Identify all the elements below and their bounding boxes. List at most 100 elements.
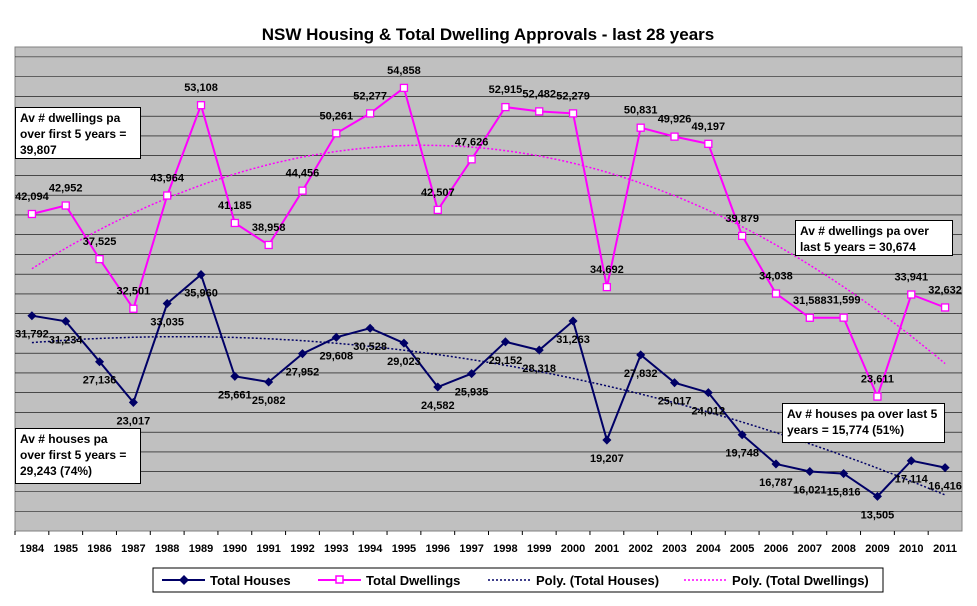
x-tick-label: 1987 bbox=[121, 543, 145, 555]
data-point bbox=[95, 254, 104, 264]
x-tick-label: 1990 bbox=[223, 543, 247, 555]
data-label: 23,017 bbox=[117, 415, 151, 427]
x-tick-label: 1999 bbox=[527, 543, 551, 555]
data-label: 42,952 bbox=[49, 183, 83, 195]
data-label: 31,792 bbox=[15, 329, 49, 341]
data-label: 31,234 bbox=[49, 334, 84, 346]
data-label: 31,263 bbox=[556, 334, 590, 346]
data-point bbox=[332, 129, 341, 138]
data-label: 15,816 bbox=[827, 487, 861, 499]
data-label: 50,831 bbox=[624, 105, 658, 117]
data-label: 27,832 bbox=[624, 368, 658, 380]
x-tick-label: 2011 bbox=[933, 543, 957, 555]
annotation-dwellings-first5: Av # dwellings pa over first 5 years = 3… bbox=[15, 107, 141, 159]
series-line bbox=[31, 272, 946, 498]
data-label: 27,952 bbox=[286, 367, 320, 379]
data-point bbox=[873, 392, 882, 401]
data-label: 52,279 bbox=[556, 90, 590, 102]
data-label: 17,114 bbox=[895, 474, 929, 486]
data-point bbox=[298, 186, 307, 195]
data-label: 25,017 bbox=[658, 396, 692, 408]
data-label: 49,926 bbox=[658, 114, 692, 126]
x-tick-label: 1991 bbox=[256, 543, 280, 555]
annotation-houses-first5: Av # houses pa over first 5 years = 29,2… bbox=[15, 428, 141, 484]
data-label: 32,501 bbox=[117, 286, 151, 298]
legend: Total Houses Total Dwellings Poly. (Tota… bbox=[152, 567, 884, 593]
data-point bbox=[534, 345, 544, 355]
x-tick-label: 2001 bbox=[595, 543, 619, 555]
legend-label-poly-houses: Poly. (Total Houses) bbox=[536, 573, 659, 588]
data-label: 39,879 bbox=[725, 213, 759, 225]
data-label: 43,964 bbox=[150, 173, 185, 185]
data-label: 25,661 bbox=[218, 389, 252, 401]
x-tick-label: 2006 bbox=[764, 543, 788, 555]
x-axis: 1984 1985 1986 1987 1988 1989 1990 1991 1992 1993… bbox=[14, 531, 957, 555]
data-label: 23,611 bbox=[861, 374, 894, 386]
x-tick-label: 2007 bbox=[798, 543, 822, 555]
data-label: 16,021 bbox=[793, 485, 827, 497]
data-label: 29,608 bbox=[319, 350, 353, 362]
series bbox=[27, 83, 950, 501]
x-tick-label: 2008 bbox=[831, 543, 855, 555]
data-point bbox=[365, 109, 375, 118]
data-label: 32,632 bbox=[928, 284, 962, 296]
data-point bbox=[128, 397, 138, 407]
data-label: 31,588 bbox=[793, 295, 827, 307]
data-point bbox=[535, 107, 544, 116]
data-point bbox=[163, 191, 172, 200]
data-point bbox=[264, 240, 273, 250]
data-label: 41,185 bbox=[218, 200, 252, 212]
data-label: 19,748 bbox=[725, 448, 759, 460]
x-tick-label: 1985 bbox=[53, 543, 77, 555]
data-label: 38,958 bbox=[252, 222, 286, 234]
x-tick-label: 2005 bbox=[730, 543, 754, 555]
data-point bbox=[61, 201, 70, 210]
data-label: 47,626 bbox=[455, 136, 489, 148]
data-point bbox=[738, 231, 747, 241]
data-point bbox=[61, 316, 71, 326]
data-label: 27,136 bbox=[83, 375, 117, 387]
data-point bbox=[230, 371, 240, 381]
data-point bbox=[196, 101, 206, 110]
data-label: 49,197 bbox=[692, 121, 726, 133]
data-label: 50,261 bbox=[319, 110, 353, 122]
plot-area bbox=[14, 46, 963, 532]
data-point bbox=[839, 313, 848, 322]
data-label: 52,482 bbox=[522, 88, 556, 100]
data-point bbox=[771, 289, 781, 298]
data-label: 42,507 bbox=[421, 187, 455, 199]
data-point bbox=[162, 298, 172, 308]
data-point bbox=[433, 205, 442, 215]
data-point bbox=[704, 139, 713, 148]
data-point bbox=[602, 282, 612, 292]
data-label: 34,692 bbox=[590, 264, 624, 276]
data-label: 42,094 bbox=[15, 191, 50, 203]
x-tick-label: 1994 bbox=[358, 543, 383, 555]
data-label: 16,416 bbox=[928, 481, 962, 493]
data-point bbox=[636, 123, 645, 132]
data-label: 33,035 bbox=[150, 316, 184, 328]
data-labels: 31,792 31,234 27,136 23,017 33,035 35,960 25,6… bbox=[15, 65, 962, 521]
annotation-dwellings-last5: Av # dwellings pa over last 5 years = 30… bbox=[795, 220, 953, 256]
data-point bbox=[737, 430, 747, 440]
x-tick-label: 2004 bbox=[696, 543, 721, 555]
x-tick-label: 1993 bbox=[324, 543, 348, 555]
x-tick-label: 2009 bbox=[865, 543, 889, 555]
data-point bbox=[805, 467, 815, 477]
data-label: 13,505 bbox=[861, 509, 895, 521]
data-label: 52,277 bbox=[353, 90, 387, 102]
legend-label-poly-dwellings: Poly. (Total Dwellings) bbox=[732, 573, 869, 588]
data-label: 19,207 bbox=[590, 453, 624, 465]
data-label: 24,582 bbox=[421, 400, 455, 412]
x-tick-label: 1989 bbox=[189, 543, 213, 555]
chart-title: NSW Housing & Total Dwelling Approvals -… bbox=[262, 25, 714, 44]
data-label: 16,787 bbox=[759, 477, 793, 489]
data-label: 44,456 bbox=[286, 168, 320, 180]
x-tick-label: 1984 bbox=[20, 543, 45, 555]
x-tick-label: 1997 bbox=[459, 543, 483, 555]
data-point bbox=[501, 102, 510, 112]
data-point bbox=[805, 313, 814, 322]
data-point bbox=[940, 303, 950, 312]
